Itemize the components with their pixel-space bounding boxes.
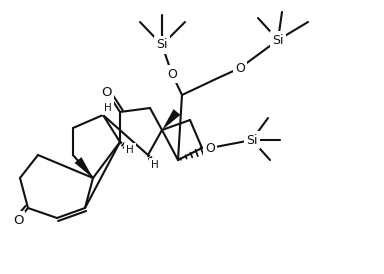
Text: O: O xyxy=(102,85,112,98)
Polygon shape xyxy=(103,106,111,115)
Text: O: O xyxy=(167,67,177,81)
Text: O: O xyxy=(13,213,23,227)
Polygon shape xyxy=(162,109,180,130)
Text: Si: Si xyxy=(246,133,258,147)
Text: H: H xyxy=(151,160,159,170)
Text: O: O xyxy=(205,141,215,155)
Polygon shape xyxy=(74,157,93,178)
Text: H: H xyxy=(126,145,134,155)
Text: O: O xyxy=(235,61,245,75)
Text: Si: Si xyxy=(156,39,168,52)
Text: H: H xyxy=(104,103,112,113)
Text: Si: Si xyxy=(272,33,284,47)
